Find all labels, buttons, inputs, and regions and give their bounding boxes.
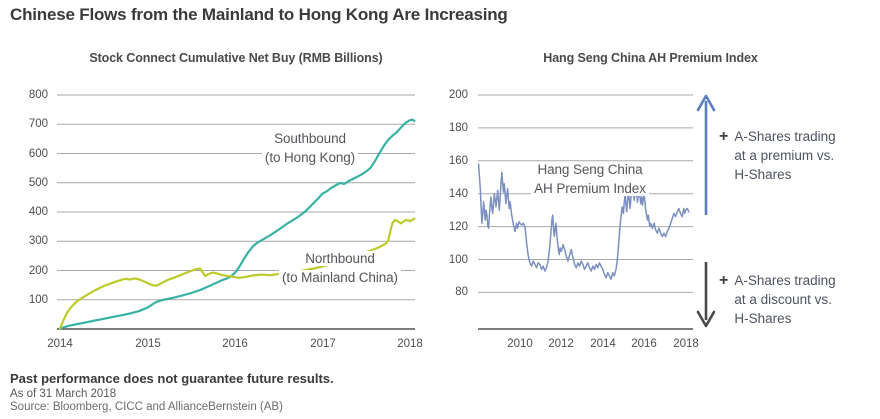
x-tick-label: 2018 (673, 338, 699, 350)
y-tick-label: 80 (455, 286, 468, 298)
y-tick-label: 600 (28, 148, 48, 160)
x-tick-label: 2012 (548, 338, 574, 350)
as-of-date: As of 31 March 2018 (10, 388, 117, 400)
discount-annotation: + A-Shares trading at a discount vs. H-S… (719, 273, 879, 330)
up-arrow-icon (696, 94, 716, 112)
y-tick-label: 700 (28, 118, 48, 130)
x-tick-label: 2015 (135, 338, 161, 350)
down-arrow-icon (696, 310, 716, 328)
x-tick-label: 2014 (47, 338, 73, 350)
premium-annotation: + A-Shares trading at a premium vs. H-Sh… (719, 129, 879, 186)
figure-title: Chinese Flows from the Mainland to Hong … (10, 5, 508, 24)
y-tick-label: 200 (448, 89, 468, 101)
y-tick-label: 400 (28, 206, 48, 218)
x-tick-label: 2010 (507, 338, 533, 350)
x-tick-label: 2017 (310, 338, 336, 350)
right-chart-title: Hang Seng China AH Premium Index (543, 51, 758, 65)
y-tick-label: 180 (448, 122, 468, 134)
ah-premium-line (477, 163, 690, 280)
x-tick-label: 2014 (590, 338, 616, 350)
y-tick-label: 100 (448, 254, 468, 266)
y-tick-label: 160 (448, 155, 468, 167)
source-note: Source: Bloomberg, CICC and AllianceBern… (10, 401, 283, 413)
y-tick-label: 100 (28, 294, 48, 306)
y-tick-label: 200 (28, 265, 48, 277)
southbound-series-label: Southbound (to Hong Kong) (230, 131, 390, 169)
x-tick-label: 2018 (397, 338, 423, 350)
y-tick-label: 800 (28, 89, 48, 101)
y-tick-label: 140 (448, 188, 468, 200)
southbound-line (58, 118, 416, 330)
y-tick-label: 120 (448, 221, 468, 233)
plus-icon: + (719, 272, 729, 289)
left-chart-title: Stock Connect Cumulative Net Buy (RMB Bi… (89, 51, 383, 65)
y-tick-label: 500 (28, 177, 48, 189)
northbound-line (58, 217, 416, 330)
northbound-series-label: Northbound (to Mainland China) (255, 251, 425, 289)
plus-icon: + (719, 128, 729, 145)
ah-premium-series-label: Hang Seng China AH Premium Index (505, 162, 675, 200)
x-tick-label: 2016 (631, 338, 657, 350)
performance-disclaimer: Past performance does not guarantee futu… (10, 371, 334, 386)
y-tick-label: 300 (28, 235, 48, 247)
x-tick-label: 2016 (222, 338, 248, 350)
